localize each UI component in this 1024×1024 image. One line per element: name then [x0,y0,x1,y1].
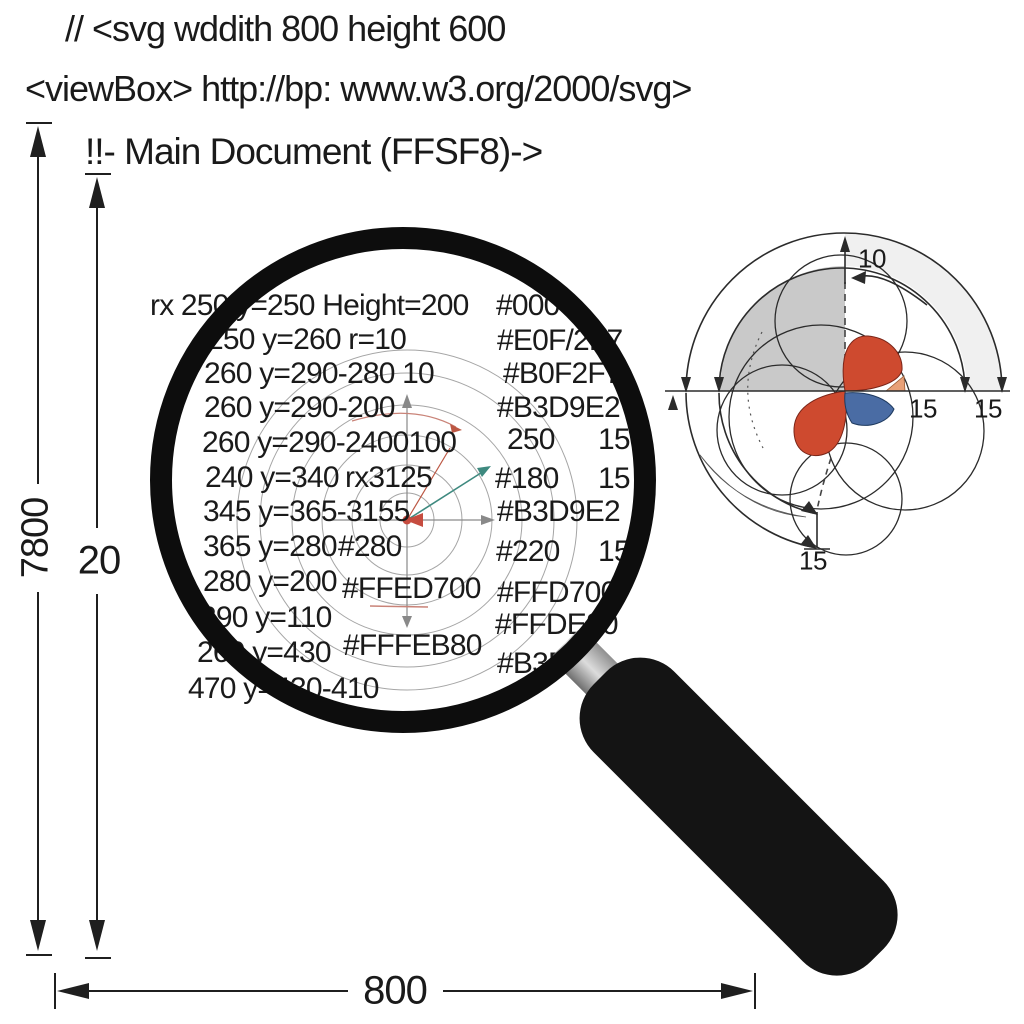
lens-row-left: 470 y=430-410 [188,672,379,705]
rose-gray-crescent-lower [699,454,807,518]
rose-label-top: 10 [858,243,886,274]
lens-row-hex: #FFD700 [497,576,617,609]
rose-gray-quarter [720,266,845,391]
lens-row-hex: #FFDE80 [495,608,619,641]
lens-row-mid: #280 [338,530,402,563]
lens-row-far: 15 [598,423,631,456]
rose-blue-wedge [844,392,895,426]
lens-row-left: 260 y=430 [197,636,332,669]
header-line-3: !!- Main Document (FFSF8)-> [85,131,543,172]
lens-row-left: 260 y=290-2400100 [202,426,457,459]
rose-gray-ring-segment [845,234,1001,391]
lens-row-left: 280 y=200 [203,565,338,598]
lens-row-hex: #B0F2F7 [503,357,622,390]
rose-label-right-outer: 15 [974,393,1002,424]
lens-row-left: 240 y=340 [205,461,340,494]
rose-label-bottom: 15 [799,545,827,576]
lens-row-left: 260 y=290-200 [204,391,395,424]
lens-row-left: 345 y=365-3155 [203,495,410,528]
lens-row-far: 15 [598,535,631,568]
dimension-line-width-bottom [54,973,756,1009]
rose-dimension-arcs [665,232,1010,550]
lens-row-hex: #180 [495,462,559,495]
dimension-label-height-inner: 20 [77,538,121,583]
lens-row-hex: #E0F/2F7 [497,324,623,357]
dimension-line-height-inner [85,173,111,959]
lens-row-hex: #000 [496,289,560,322]
lens-row-hex: 250 [507,423,555,456]
lens-row-hex: #B3DEF [497,647,606,680]
rose-red-petal-lower [793,390,847,457]
lens-row-far: 15 [598,462,631,495]
lens-row-hex: #220 [496,535,560,568]
lens-row-left: 260 y=290-280 10 [204,357,435,390]
rose-diagram [665,232,1010,556]
lens-row-mid: rx3125 [345,461,433,494]
dimension-label-width-bottom: 800 [363,968,428,1013]
lens-row-left: 365 y=280 [203,530,338,563]
lens-row-left: 250 y=260 r=10 [207,323,407,356]
dimension-line-height-outer [26,122,52,956]
lens-row-hex: #B3D9E2 [497,495,621,528]
header-line-1: // <svg wddith 800 height 600 [65,8,506,49]
lens-row-mid: #FFFEB80 [343,629,482,662]
lens-row-left: rx 250 y=250 Height=200 [150,289,469,322]
lens-row-left: 390 y=110 [200,601,332,634]
rose-red-petal-upper [842,335,903,392]
header-line-2: <viewBox> http://bp: www.w3.org/2000/svg… [25,68,692,109]
rose-label-right-inner: 15 [909,393,937,424]
dimension-label-height-outer: 7800 [14,497,57,579]
lens-row-mid: #FFED700 [342,572,481,605]
lens-row-hex: #B3D9E2 [497,391,621,424]
